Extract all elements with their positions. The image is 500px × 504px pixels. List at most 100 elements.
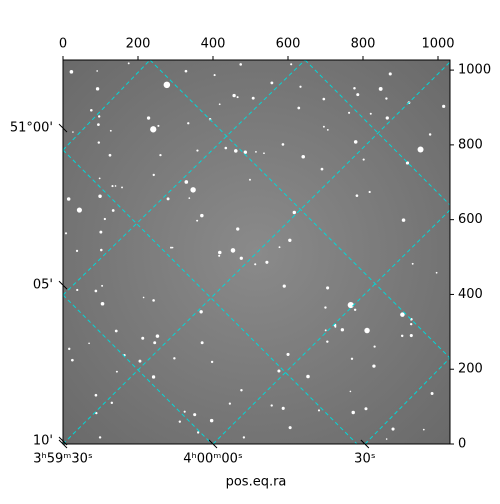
x-tick-label: 200 <box>126 37 151 52</box>
star <box>442 104 446 108</box>
star <box>301 154 305 159</box>
star <box>278 246 281 249</box>
ra-tick-label: 30ˢ <box>354 452 376 467</box>
ra-tick-label: 4ʰ00ᵐ00ˢ <box>183 452 243 467</box>
star <box>281 406 285 410</box>
star <box>187 122 190 125</box>
star <box>349 390 352 393</box>
star <box>320 167 324 171</box>
star <box>115 370 118 373</box>
star <box>362 158 365 161</box>
star <box>405 161 410 165</box>
star <box>193 413 197 417</box>
star <box>239 63 242 66</box>
star <box>200 213 204 218</box>
star <box>157 124 160 127</box>
grid-line <box>304 59 451 206</box>
dec-tick <box>58 436 68 446</box>
star <box>173 357 176 360</box>
ra-tick-label: 3ʰ59ᵐ30ˢ <box>33 452 93 467</box>
star <box>265 260 269 264</box>
star <box>347 301 354 309</box>
star <box>236 227 240 231</box>
x-tick-label: 800 <box>351 37 376 52</box>
dec-tick <box>58 280 68 290</box>
star <box>183 410 186 413</box>
star <box>98 177 101 180</box>
star <box>218 103 221 106</box>
grid-line <box>149 59 451 359</box>
star <box>200 341 204 345</box>
star <box>353 140 358 144</box>
star <box>99 230 103 234</box>
x-axis-label: pos.eq.ra <box>226 475 287 490</box>
star <box>391 427 395 431</box>
star <box>94 393 98 397</box>
star <box>322 97 326 101</box>
star <box>228 402 231 405</box>
star <box>75 249 79 252</box>
dec-tick <box>58 123 68 133</box>
star <box>114 329 118 333</box>
star <box>188 197 191 199</box>
x-tick-label: 1000 <box>421 37 454 52</box>
star <box>232 93 236 98</box>
star <box>409 333 413 338</box>
star <box>292 210 297 215</box>
dec-tick-label: 10' <box>33 434 53 449</box>
star <box>270 404 273 407</box>
ra-tick <box>208 439 218 449</box>
grid-line <box>364 357 451 445</box>
star <box>150 126 157 133</box>
star <box>196 431 200 434</box>
star <box>151 375 156 379</box>
star <box>163 81 171 89</box>
star <box>409 322 413 326</box>
star <box>355 194 359 197</box>
star <box>146 116 151 120</box>
star <box>251 96 255 100</box>
star <box>152 299 155 302</box>
star <box>254 263 257 266</box>
star <box>141 336 145 340</box>
star <box>351 410 355 415</box>
y-tick-label: 800 <box>458 137 483 152</box>
star <box>196 219 199 222</box>
star <box>372 364 376 368</box>
star <box>290 63 293 66</box>
star <box>400 312 405 317</box>
star <box>97 123 100 127</box>
coordinate-grid <box>62 59 451 445</box>
star <box>243 150 248 154</box>
star <box>72 131 74 133</box>
star <box>98 194 102 199</box>
star <box>411 262 414 265</box>
star <box>282 284 286 288</box>
star <box>299 85 302 88</box>
dec-tick-label: 05' <box>33 278 53 293</box>
star <box>97 115 101 118</box>
star <box>270 81 274 85</box>
star <box>428 133 432 136</box>
star <box>190 187 196 193</box>
star <box>364 327 370 334</box>
star <box>103 217 106 221</box>
star <box>400 334 404 338</box>
star <box>340 328 345 332</box>
star <box>236 96 239 99</box>
ra-tick <box>360 439 370 449</box>
y-tick-label: 0 <box>458 437 466 452</box>
star <box>388 72 392 76</box>
star <box>401 218 406 222</box>
star <box>242 436 246 439</box>
star <box>88 342 90 345</box>
star <box>317 409 321 412</box>
star <box>90 108 93 112</box>
star <box>210 360 214 364</box>
grid-line <box>62 59 306 296</box>
star <box>101 284 104 287</box>
star <box>218 250 222 255</box>
star <box>417 146 424 153</box>
star <box>170 246 172 249</box>
